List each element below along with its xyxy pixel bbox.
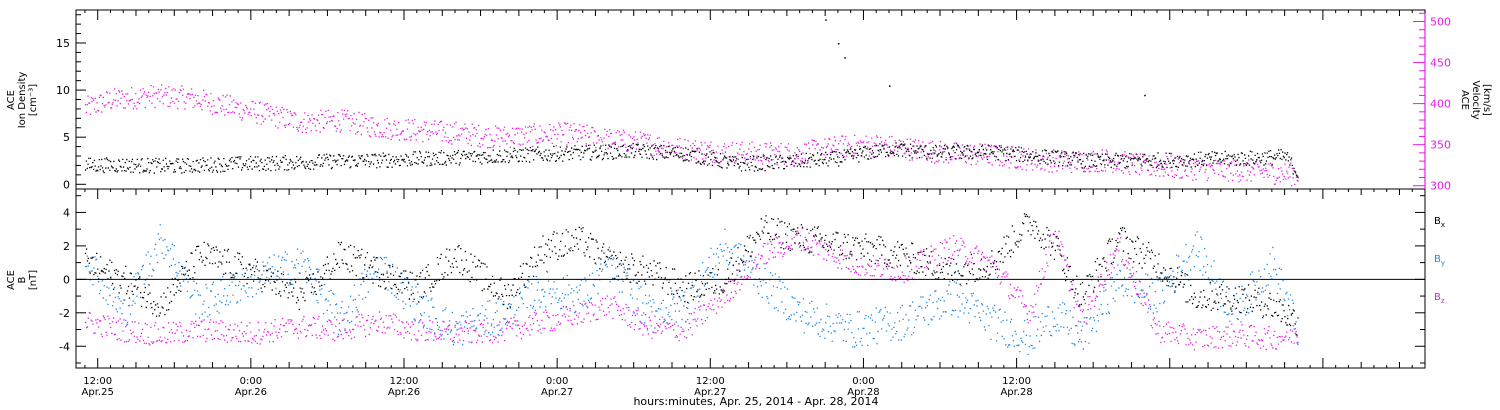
top-right-tick-label: 500 — [1430, 15, 1451, 28]
top-right-axis: 300 350 400 450 500 — [1413, 10, 1451, 193]
x-tick-date: Apr.28 — [1000, 387, 1032, 398]
bottom-tick-label: 0 — [63, 273, 70, 286]
top-panel-frame — [75, 9, 1426, 190]
velocity-series-scatter — [84, 84, 1299, 187]
x-axis-label: hours:minutes, Apr. 25, 2014 - Apr. 28, … — [633, 395, 878, 408]
top-left-axis-title-line2: Ion Density — [17, 72, 28, 129]
bottom-tick-label: 2 — [63, 240, 70, 253]
top-left-tick-label: 10 — [56, 84, 70, 97]
bottom-axis-title-line2: B — [17, 276, 28, 283]
top-right-tick-label: 450 — [1430, 57, 1451, 70]
top-right-tick-label: 400 — [1430, 98, 1451, 111]
x-tick-date: Apr.27 — [694, 387, 726, 398]
bottom-tick-label: -2 — [59, 307, 70, 320]
top-left-tick-label: 15 — [56, 37, 70, 50]
bottom-tick-label: -4 — [59, 340, 70, 353]
x-tick-time: 12:00 — [1002, 376, 1031, 387]
x-tick-date: Apr.28 — [847, 387, 879, 398]
legend-bx: Bx — [1434, 216, 1445, 229]
x-tick-time: 0:00 — [852, 376, 874, 387]
x-tick-time: 12:00 — [390, 376, 419, 387]
top-right-axis-title-line3: [km/s] — [1481, 84, 1492, 116]
legend: Bx By Bz — [1434, 216, 1445, 305]
density-outlier-point — [889, 85, 891, 87]
legend-bz: Bz — [1434, 292, 1445, 305]
velocity-series-points — [84, 84, 1299, 187]
x-tick-date: Apr.27 — [541, 387, 573, 398]
x-tick-time: 12:00 — [83, 376, 112, 387]
legend-by: By — [1434, 254, 1445, 267]
top-right-tick-label: 300 — [1430, 180, 1451, 193]
top-right-axis-title-line2: Velocity — [1470, 80, 1481, 119]
x-tick-date: Apr.26 — [388, 387, 420, 398]
bottom-panel-frame — [75, 188, 1426, 369]
density-outlier-point — [1144, 94, 1146, 97]
x-tick-date: Apr.25 — [82, 387, 114, 398]
x-axis: 12:00Apr.250:00Apr.2612:00Apr.260:00Apr.… — [82, 10, 1426, 398]
top-left-axis-title-line3: [cm⁻³] — [28, 84, 39, 116]
density-outlier-point — [837, 43, 840, 45]
top-right-tick-label: 350 — [1430, 139, 1451, 152]
bottom-axis-title-line1: ACE — [6, 270, 17, 290]
density-outlier-point — [825, 19, 827, 21]
x-tick-time: 0:00 — [546, 376, 568, 387]
top-left-tick-label: 5 — [63, 131, 70, 144]
top-left-tick-label: 0 — [63, 178, 70, 191]
bottom-tick-label: 4 — [63, 206, 70, 219]
top-left-axis: 0 5 10 15 — [56, 14, 86, 191]
bottom-left-axis: -4 -2 0 2 4 — [59, 195, 1425, 364]
x-tick-time: 0:00 — [240, 376, 262, 387]
plot-marks: 051015300350400450500-4-202412:00Apr.250… — [56, 9, 1451, 398]
x-tick-time: 12:00 — [696, 376, 725, 387]
top-right-axis-title-line1: ACE — [1459, 90, 1470, 110]
density-outliers — [825, 19, 1146, 97]
density-outlier-point — [844, 57, 846, 59]
x-tick-date: Apr.26 — [235, 387, 267, 398]
bottom-axis-title-line3: [nT] — [28, 270, 39, 290]
top-left-axis-title-line1: ACE — [6, 90, 17, 110]
